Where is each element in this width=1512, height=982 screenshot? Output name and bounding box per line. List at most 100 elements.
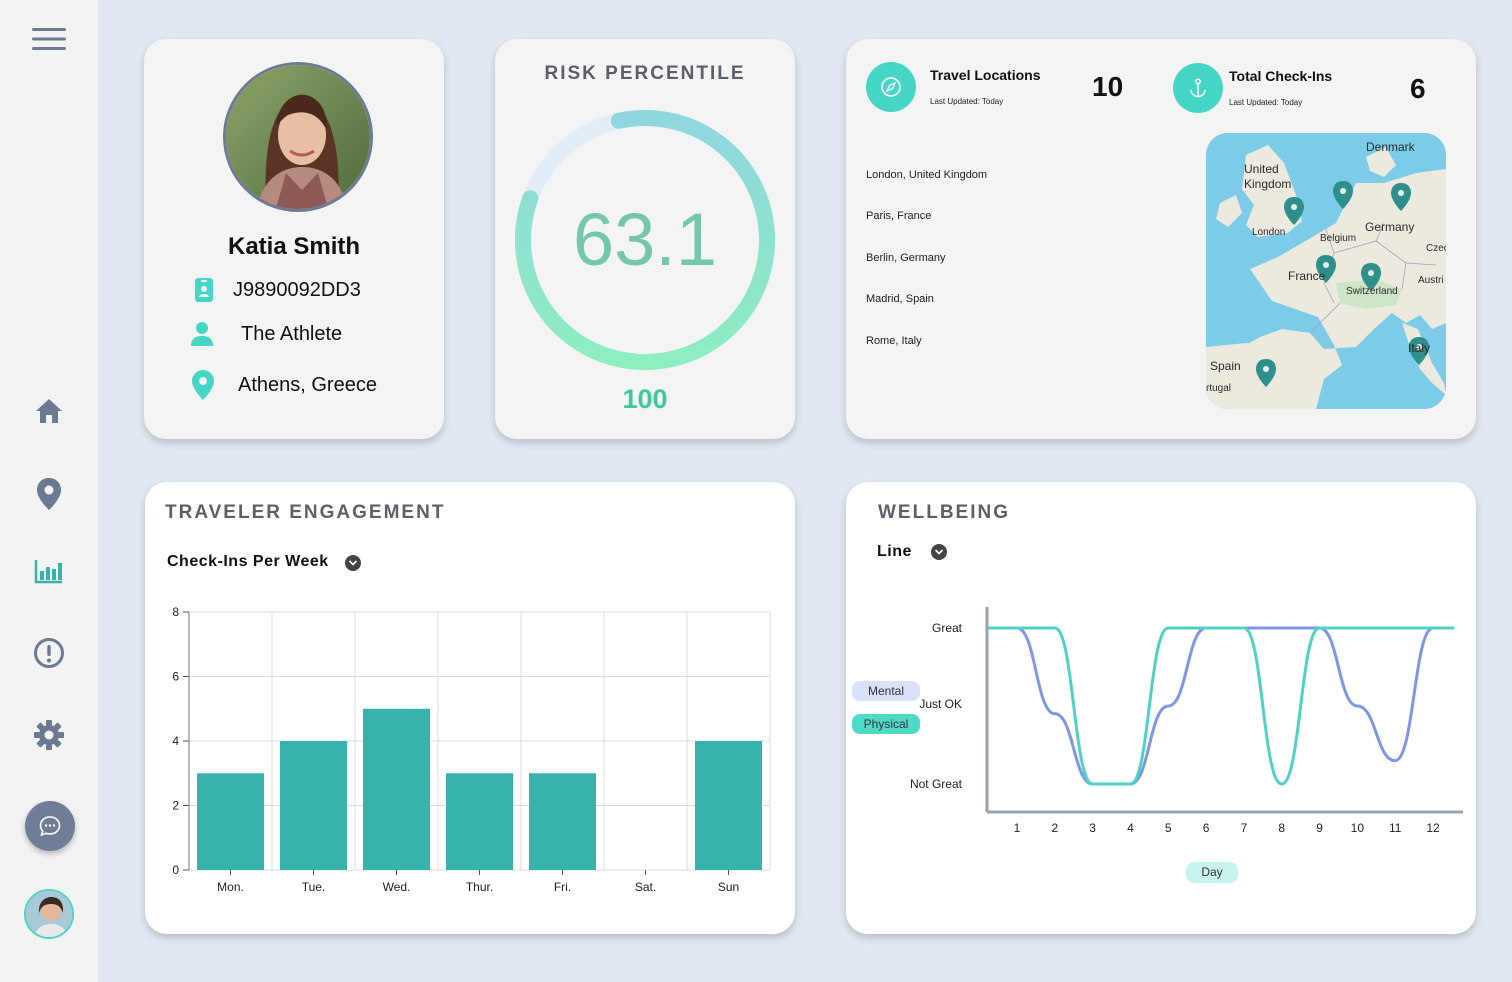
travel-location-item[interactable]: Paris, France bbox=[866, 210, 932, 222]
home-icon[interactable] bbox=[0, 395, 98, 427]
x-tick-label: 11 bbox=[1389, 821, 1402, 835]
map-label: London bbox=[1252, 227, 1286, 238]
risk-title: RISK PERCENTILE bbox=[544, 63, 746, 84]
x-tick-label: 7 bbox=[1241, 821, 1248, 835]
bar bbox=[197, 773, 264, 870]
engagement-dropdown-label[interactable]: Check-Ins Per Week bbox=[167, 553, 329, 570]
total-checkins-count: 6 bbox=[1410, 73, 1426, 104]
bar bbox=[529, 773, 596, 870]
travel-location-item[interactable]: Berlin, Germany bbox=[866, 252, 946, 264]
travel-location-item[interactable]: Madrid, Spain bbox=[866, 293, 934, 305]
chevron-down-icon[interactable] bbox=[345, 555, 361, 571]
id-badge-icon bbox=[195, 278, 213, 302]
total-checkins-label: Total Check-Ins bbox=[1229, 68, 1333, 84]
bar bbox=[280, 741, 347, 870]
hamburger-menu-icon[interactable] bbox=[0, 24, 98, 54]
travel-locations-label: Travel Locations bbox=[930, 67, 1041, 83]
map-label: United Kingdom bbox=[1244, 162, 1292, 191]
user-icon bbox=[191, 322, 213, 346]
risk-max: 100 bbox=[622, 384, 668, 414]
y-tick-label: Great bbox=[932, 621, 963, 635]
profile-persona-row: The Athlete bbox=[187, 321, 342, 347]
x-tick-label: 12 bbox=[1426, 821, 1440, 835]
map-label: Spain bbox=[1210, 359, 1241, 373]
profile-id: J9890092DD3 bbox=[233, 278, 361, 301]
x-tick-label: 4 bbox=[1127, 821, 1134, 835]
map-label: Germany bbox=[1365, 220, 1415, 234]
profile-card: Katia Smith J9890092DD3 The Athlete Athe… bbox=[144, 39, 444, 439]
chevron-down-icon[interactable] bbox=[931, 544, 947, 560]
sidebar bbox=[0, 0, 98, 982]
travel-locations-count: 10 bbox=[1092, 71, 1124, 102]
map-label: France bbox=[1288, 269, 1326, 283]
bar bbox=[363, 708, 430, 870]
x-tick-label: 3 bbox=[1089, 821, 1096, 835]
y-tick-label: 4 bbox=[172, 734, 179, 748]
x-tick-label: Thur. bbox=[466, 880, 493, 894]
profile-name: Katia Smith bbox=[227, 233, 361, 260]
profile-persona: The Athlete bbox=[241, 322, 343, 345]
risk-value: 63.1 bbox=[572, 198, 718, 281]
travel-locations-updated: Last Updated: Today bbox=[930, 97, 1004, 106]
x-tick-label: 9 bbox=[1316, 821, 1323, 835]
engagement-title: TRAVELER ENGAGEMENT bbox=[165, 502, 446, 523]
x-tick-label: Mon. bbox=[217, 880, 244, 894]
profile-location-row: Athens, Greece bbox=[188, 369, 377, 401]
chat-button[interactable] bbox=[25, 801, 75, 851]
map-label: Austri bbox=[1418, 275, 1444, 286]
y-tick-label: 6 bbox=[172, 670, 179, 684]
risk-gauge-arc bbox=[515, 110, 775, 370]
travel-card: Travel Locations Last Updated: Today 10 … bbox=[846, 39, 1476, 439]
bar-chart-icon[interactable] bbox=[0, 556, 98, 586]
y-tick-label: Just OK bbox=[919, 697, 962, 711]
x-tick-label: Tue. bbox=[302, 880, 326, 894]
travel-location-item[interactable]: London, United Kingdom bbox=[866, 169, 988, 181]
y-tick-label: 2 bbox=[172, 799, 179, 813]
map-label: Belgium bbox=[1320, 233, 1357, 244]
alert-icon[interactable] bbox=[0, 636, 98, 670]
x-tick-label: Wed. bbox=[383, 880, 411, 894]
map-label: rtugal bbox=[1206, 383, 1232, 394]
risk-card: RISK PERCENTILE 63.1 100 bbox=[495, 39, 795, 439]
gear-icon[interactable] bbox=[0, 718, 98, 752]
y-tick-label: 8 bbox=[172, 605, 179, 619]
wellbeing-card: WELLBEING Line Mental Physical Not Great… bbox=[846, 482, 1476, 934]
series-line-mental bbox=[987, 626, 1455, 786]
user-avatar[interactable] bbox=[24, 889, 74, 939]
profile-photo bbox=[223, 62, 373, 212]
wellbeing-dropdown-label[interactable]: Line bbox=[877, 543, 912, 560]
engagement-card: TRAVELER ENGAGEMENT Check-Ins Per Week 0… bbox=[145, 482, 795, 934]
y-tick-label: 0 bbox=[172, 863, 179, 877]
x-tick-label: Sun bbox=[718, 880, 739, 894]
x-tick-label: 10 bbox=[1351, 821, 1365, 835]
profile-location: Athens, Greece bbox=[238, 373, 377, 396]
profile-id-row: J9890092DD3 bbox=[189, 277, 361, 303]
engagement-bar-chart: 0 2 4 6 8 Mon. Tue. Wed. Thur. Fri. Sat. Sun bbox=[172, 605, 771, 894]
location-pin-icon bbox=[192, 370, 214, 400]
map-label: Italy bbox=[1408, 341, 1431, 355]
anchor-icon bbox=[1173, 63, 1223, 113]
map-label: Switzerland bbox=[1346, 286, 1398, 297]
series-line-physical bbox=[987, 626, 1455, 786]
y-tick-label: Not Great bbox=[910, 777, 963, 791]
map-label: Czec bbox=[1426, 243, 1446, 254]
total-checkins-updated: Last Updated: Today bbox=[1229, 98, 1303, 107]
x-tick-label: 2 bbox=[1051, 821, 1058, 835]
map-label: Denmark bbox=[1366, 140, 1415, 154]
x-tick-label: 8 bbox=[1278, 821, 1285, 835]
location-pin-icon[interactable] bbox=[0, 476, 98, 512]
bar bbox=[695, 741, 762, 870]
wellbeing-title: WELLBEING bbox=[878, 502, 1010, 523]
x-axis-label: Day bbox=[1186, 862, 1238, 883]
x-tick-label: 1 bbox=[1014, 821, 1021, 835]
chat-icon bbox=[39, 816, 61, 837]
legend-physical[interactable]: Physical bbox=[852, 714, 920, 734]
x-tick-label: 6 bbox=[1203, 821, 1210, 835]
compass-icon bbox=[866, 62, 916, 112]
travel-map[interactable]: Denmark United Kingdom London Belgium Ge… bbox=[1206, 133, 1446, 409]
x-tick-label: Fri. bbox=[554, 880, 571, 894]
x-tick-label: Sat. bbox=[635, 880, 656, 894]
legend-mental[interactable]: Mental bbox=[852, 681, 920, 701]
travel-location-item[interactable]: Rome, Italy bbox=[866, 335, 922, 347]
